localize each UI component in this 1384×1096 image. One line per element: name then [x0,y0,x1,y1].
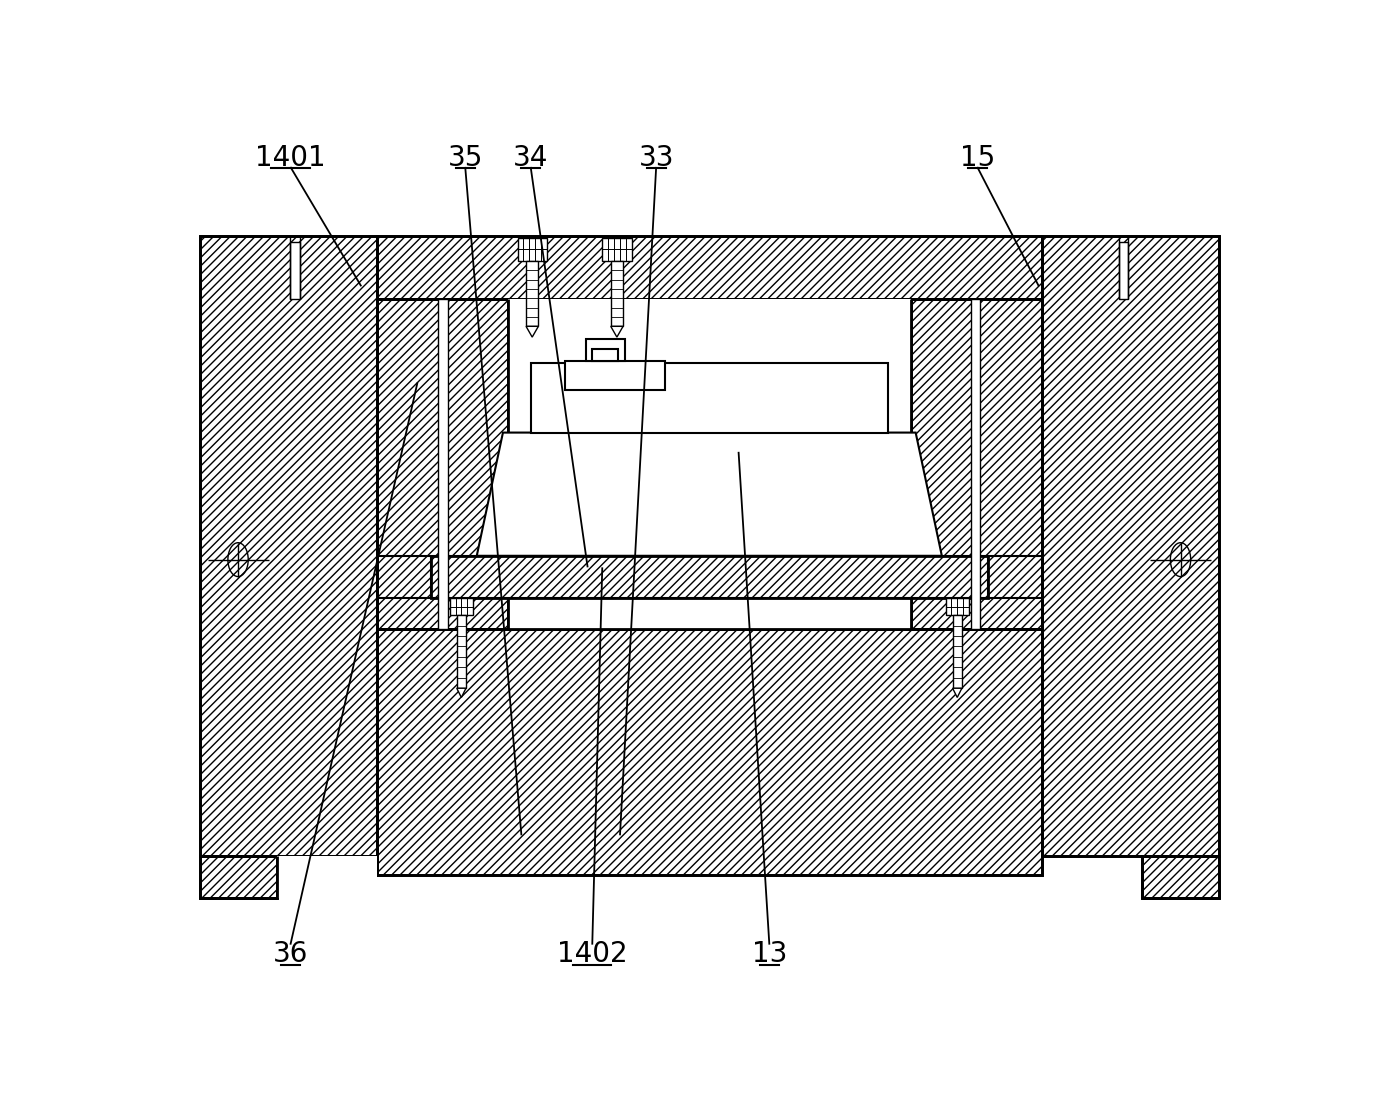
Bar [602,238,631,261]
Bar [430,556,508,598]
Bar [439,299,447,629]
Bar [592,350,619,361]
Bar [518,238,547,261]
Text: 35: 35 [447,144,483,172]
Text: 13: 13 [752,940,787,968]
Bar [199,237,376,856]
Bar [430,556,988,598]
Bar [1042,237,1219,856]
Bar [1142,856,1219,899]
Bar [376,237,1042,299]
Bar [610,261,623,327]
Polygon shape [610,327,623,338]
Bar [1042,237,1219,856]
Bar [585,340,624,361]
Bar [291,241,300,299]
Bar [565,361,664,390]
Bar [945,598,969,615]
Bar [277,856,376,899]
Bar [972,299,980,629]
Polygon shape [476,433,943,556]
Bar [952,615,962,688]
Bar [508,433,911,556]
Bar [1142,856,1219,899]
Bar [199,856,277,899]
Bar [430,556,988,598]
Bar [450,598,473,615]
Bar [376,629,1042,876]
Bar [911,299,1042,629]
Bar [508,299,911,629]
Bar [199,856,277,899]
Bar [457,615,466,688]
Bar [376,629,1042,876]
Bar [376,299,508,629]
Bar [530,363,889,433]
Text: 15: 15 [959,144,995,172]
Bar [911,299,1042,629]
Text: 1401: 1401 [255,144,325,172]
Bar [526,261,538,327]
Bar [376,299,508,629]
Polygon shape [457,688,466,697]
Text: 36: 36 [273,940,309,968]
Polygon shape [952,688,962,697]
Text: 1402: 1402 [556,940,627,968]
Bar [376,237,1042,299]
Bar [199,237,376,856]
Text: 34: 34 [513,144,548,172]
Text: 33: 33 [638,144,674,172]
Polygon shape [526,327,538,338]
Bar [1118,241,1128,299]
